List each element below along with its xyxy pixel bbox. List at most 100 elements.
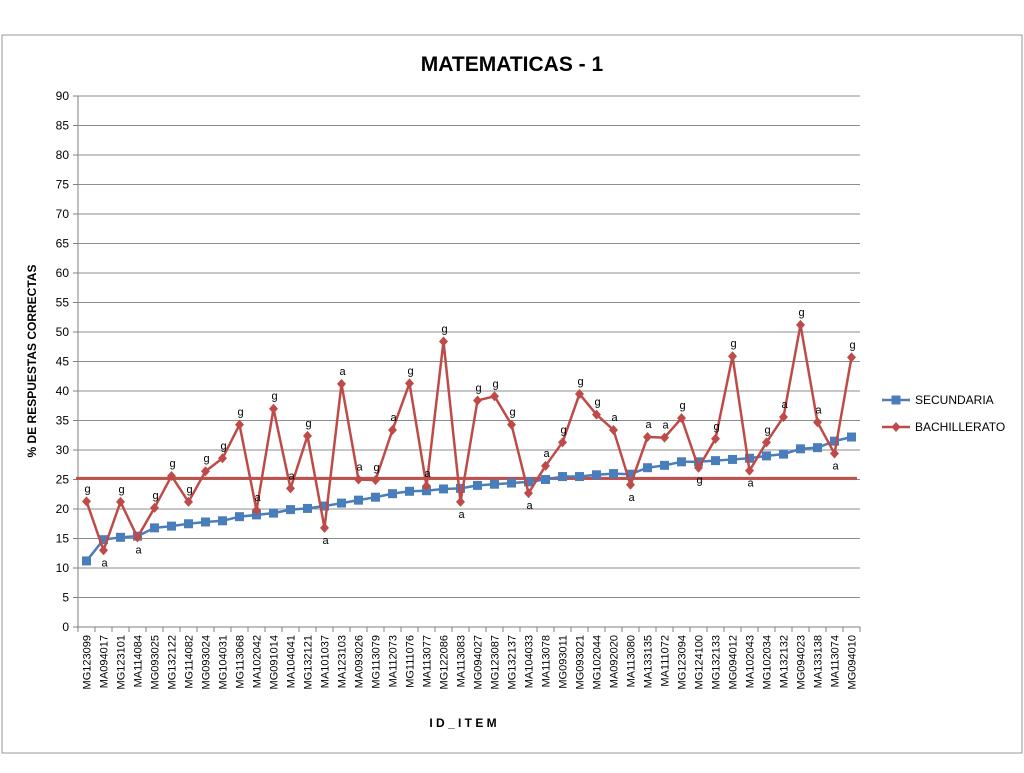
x-tick-label: MG132122 — [167, 635, 179, 689]
point-label: a — [288, 470, 295, 482]
point-label: g — [509, 407, 515, 419]
x-tick-label: MG114082 — [184, 635, 196, 689]
point-label: a — [628, 492, 635, 504]
data-point — [235, 512, 244, 522]
x-tick-label: MG123094 — [677, 635, 689, 689]
point-label: g — [186, 484, 192, 496]
point-label: a — [254, 492, 261, 504]
x-tick-label: MG093021 — [575, 635, 587, 689]
point-label: g — [407, 365, 413, 377]
y-tick-label: 5 — [62, 591, 69, 605]
legend: SECUNDARIA BACHILLERATO — [882, 393, 1005, 434]
data-point — [558, 437, 567, 448]
data-point — [303, 430, 312, 441]
data-point — [592, 470, 601, 480]
x-tick-label: MG102034 — [762, 635, 774, 689]
data-point — [473, 395, 482, 406]
data-point — [439, 336, 448, 347]
data-point — [694, 457, 703, 467]
x-tick-label: MA113083 — [456, 635, 468, 687]
point-label: g — [441, 323, 447, 335]
point-label: g — [594, 397, 600, 409]
point-label: g — [305, 418, 311, 430]
data-point — [371, 492, 380, 502]
x-tick-label: MA092020 — [609, 635, 621, 688]
point-label: g — [203, 453, 209, 465]
data-point — [99, 535, 108, 545]
x-tick-label: MA133135 — [643, 635, 655, 688]
x-tick-label: MG104031 — [218, 635, 230, 689]
y-tick-label: 85 — [56, 119, 70, 133]
x-tick-label: MA112073 — [388, 635, 400, 687]
y-tick-label: 60 — [56, 266, 70, 280]
point-label: a — [645, 419, 652, 431]
data-point — [473, 480, 482, 490]
x-tick-label: MG132137 — [507, 635, 519, 689]
data-point — [337, 378, 346, 389]
point-label: g — [798, 307, 804, 319]
data-point — [609, 424, 618, 435]
y-tick-label: 55 — [56, 296, 70, 310]
data-point — [167, 470, 176, 481]
x-tick-label: MA123103 — [337, 635, 349, 688]
point-label: a — [526, 500, 533, 512]
data-point — [728, 351, 737, 362]
point-label: g — [84, 483, 90, 495]
x-tick-label: MG123087 — [490, 635, 502, 689]
series-line — [85, 323, 853, 552]
data-point — [218, 453, 227, 464]
point-label: g — [220, 440, 226, 452]
y-tick-label: 15 — [56, 532, 70, 546]
data-point — [745, 465, 754, 476]
data-point — [286, 483, 295, 494]
x-tick-label: MG102044 — [592, 635, 604, 689]
series-bachillerato — [82, 319, 856, 556]
data-point — [490, 391, 499, 402]
legend-marker — [891, 422, 901, 432]
y-tick-label: 70 — [56, 207, 70, 221]
data-point — [677, 457, 686, 467]
y-tick-label: 25 — [56, 473, 70, 487]
y-tick-label: 35 — [56, 414, 70, 428]
data-point — [235, 419, 244, 430]
point-label: g — [492, 378, 498, 390]
x-tick-labels: MG123099 MA094017 MG123101 MA114084 MG093025… — [82, 635, 859, 689]
data-point — [762, 437, 771, 448]
x-tick-label: MA133138 — [813, 635, 825, 688]
data-point — [218, 516, 227, 526]
axes — [73, 95, 861, 632]
point-label: g — [169, 458, 175, 470]
data-point — [847, 352, 856, 363]
point-label: a — [611, 412, 618, 424]
x-tick-label: MA113078 — [541, 635, 553, 687]
point-label: g — [577, 376, 583, 388]
x-tick-label: MG111076 — [405, 635, 417, 688]
point-label: g — [849, 339, 855, 351]
data-point — [167, 521, 176, 531]
data-point — [592, 409, 601, 420]
data-point — [354, 474, 363, 485]
data-point — [269, 403, 278, 414]
data-point — [490, 479, 499, 489]
point-label: g — [764, 424, 770, 436]
data-point — [422, 480, 431, 491]
data-point — [150, 502, 159, 513]
data-point — [711, 456, 720, 466]
x-tick-label: MG094012 — [728, 635, 740, 689]
data-point — [150, 523, 159, 533]
point-label: g — [679, 400, 685, 412]
data-point — [507, 419, 516, 430]
data-point — [320, 522, 329, 533]
x-tick-label: MA102042 — [252, 635, 264, 688]
data-point — [643, 432, 652, 443]
data-point — [354, 495, 363, 505]
series-line — [85, 435, 852, 562]
point-label: a — [832, 461, 839, 473]
data-point — [303, 503, 312, 513]
data-point — [558, 472, 567, 482]
x-tick-label: MG094010 — [847, 635, 859, 689]
point-label: a — [815, 404, 822, 416]
x-tick-label: MA113077 — [422, 635, 434, 687]
